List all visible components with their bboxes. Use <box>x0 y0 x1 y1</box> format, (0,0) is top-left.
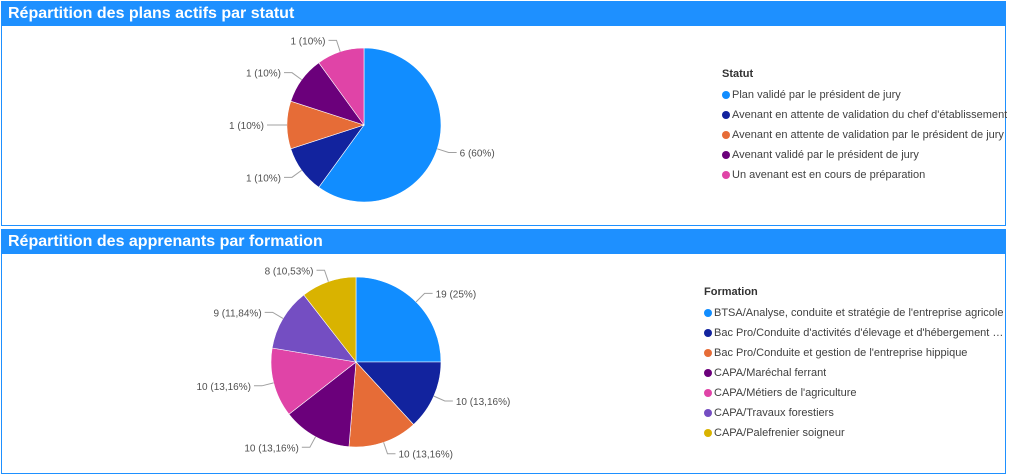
leader-line <box>283 169 302 178</box>
chart-panel-apprenants: Répartition des apprenants par formation… <box>1 229 1006 474</box>
pie-slice[interactable] <box>318 47 365 126</box>
pie-slice[interactable] <box>303 276 357 363</box>
legend-label: CAPA/Travaux forestiers <box>714 407 834 419</box>
legend-marker-icon <box>722 151 730 159</box>
pie-chart-apprenants: 19 (25%) 10 (13,16%) 10 (13,16%) 10 (13,16%… <box>196 266 510 461</box>
legend-title: Statut <box>722 68 754 80</box>
data-label: 1 (10%) <box>229 121 264 132</box>
legend-marker-icon <box>704 349 712 357</box>
legend-marker-icon <box>704 389 712 397</box>
data-label: 10 (13,16%) <box>398 450 452 461</box>
legend-item[interactable]: CAPA/Travaux forestiers <box>704 403 1004 423</box>
legend-marker-icon <box>722 171 730 179</box>
legend-formation: Formation BTSA/Analyse, conduite et stra… <box>704 286 1004 443</box>
legend-label: CAPA/Maréchal ferrant <box>714 367 827 379</box>
legend-item[interactable]: CAPA/Métiers de l'agriculture <box>704 383 1004 403</box>
pie-slice[interactable] <box>271 294 357 363</box>
leader-line <box>433 395 453 402</box>
leader-line <box>316 269 329 282</box>
legend-item[interactable]: CAPA/Palefrenier soigneur <box>704 423 1004 443</box>
legend-marker-icon <box>704 309 712 317</box>
data-label: 8 (10,53%) <box>265 266 314 277</box>
legend-item[interactable]: Avenant validé par le président de jury <box>722 145 1007 165</box>
legend-marker-icon <box>722 111 730 119</box>
legend-item[interactable]: CAPA/Maréchal ferrant <box>704 363 1004 383</box>
legend-label: Plan validé par le président de jury <box>732 89 901 101</box>
leader-line <box>437 148 457 154</box>
legend-marker-icon <box>722 131 730 139</box>
data-label: 1 (10%) <box>246 69 281 80</box>
legend-label: Avenant en attente de validation du chef… <box>732 109 1008 121</box>
legend-label: Avenant en attente de validation par le … <box>732 129 1004 141</box>
pie-chart-plans: 6 (60%) 1 (10%) 1 (10%) 1 (10%) 1 (10%) <box>229 36 495 203</box>
data-label: 1 (10%) <box>246 173 281 184</box>
leader-line <box>283 72 302 81</box>
leader-line <box>253 382 274 387</box>
pie-slice[interactable] <box>355 276 442 363</box>
data-label: 10 (13,16%) <box>456 397 510 408</box>
legend-label: Avenant validé par le président de jury <box>732 149 919 161</box>
legend-item[interactable]: Plan validé par le président de jury <box>722 85 1007 105</box>
leader-line <box>328 39 341 52</box>
legend-title: Formation <box>704 286 758 298</box>
leader-line <box>383 442 396 455</box>
legend-item[interactable]: BTSA/Analyse, conduite et stratégie de l… <box>704 303 1004 323</box>
data-label: 10 (13,16%) <box>196 382 250 393</box>
legend-label: CAPA/Palefrenier soigneur <box>714 427 845 439</box>
legend-item[interactable]: Avenant en attente de validation par le … <box>722 125 1007 145</box>
legend-item[interactable]: Un avenant est en cours de préparation <box>722 165 1007 185</box>
legend-marker-icon <box>704 429 712 437</box>
data-label: 9 (11,84%) <box>213 308 261 319</box>
data-label: 19 (25%) <box>436 289 477 300</box>
legend-label: CAPA/Métiers de l'agriculture <box>714 387 857 399</box>
data-label: 10 (13,16%) <box>244 443 298 454</box>
legend-item[interactable]: Bac Pro/Conduite et gestion de l'entrepr… <box>704 343 1004 363</box>
legend-item[interactable]: Avenant en attente de validation du chef… <box>722 105 1007 125</box>
legend-label: Bac Pro/Conduite d'activités d'élevage e… <box>714 327 1004 339</box>
data-label: 1 (10%) <box>290 36 325 47</box>
chart-title: Répartition des apprenants par formation <box>2 230 1005 254</box>
legend-statut: Statut Plan validé par le président de j… <box>722 68 1007 185</box>
chart-panel-plans: Répartition des plans actifs par statut … <box>1 1 1007 226</box>
leader-line <box>301 436 316 448</box>
data-label: 6 (60%) <box>460 149 495 160</box>
leader-line <box>415 292 433 303</box>
legend-label: Bac Pro/Conduite et gestion de l'entrepr… <box>714 347 968 359</box>
legend-marker-icon <box>704 409 712 417</box>
chart-title: Répartition des plans actifs par statut <box>2 2 1005 26</box>
legend-marker-icon <box>704 369 712 377</box>
legend-item[interactable]: Bac Pro/Conduite d'activités d'élevage e… <box>704 323 1004 343</box>
legend-marker-icon <box>704 329 712 337</box>
legend-label: BTSA/Analyse, conduite et stratégie de l… <box>714 307 1004 319</box>
leader-line <box>264 311 284 319</box>
legend-marker-icon <box>722 91 730 99</box>
legend-label: Un avenant est en cours de préparation <box>732 169 926 181</box>
